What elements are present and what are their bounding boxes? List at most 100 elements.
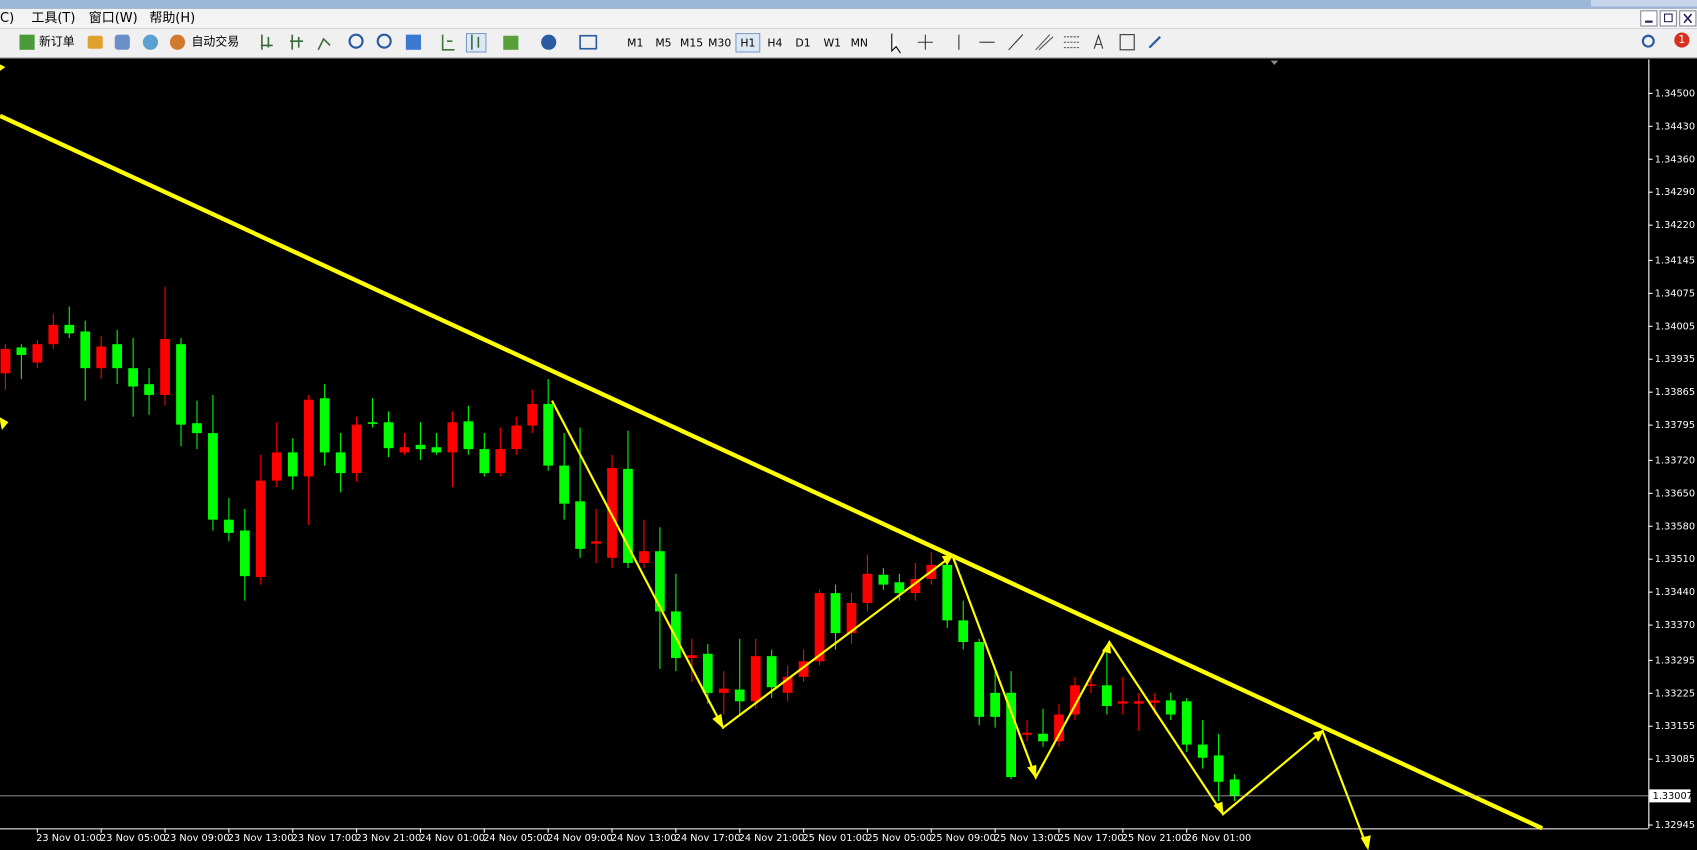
arrow-marker xyxy=(0,417,9,431)
templates-button[interactable] xyxy=(579,34,598,50)
menu-item[interactable]: 窗口(W) xyxy=(89,10,138,26)
auto-trading-icon[interactable] xyxy=(169,34,186,50)
candle-body xyxy=(671,611,681,659)
fibo-button[interactable] xyxy=(1063,36,1080,49)
crosshair-button[interactable] xyxy=(917,34,933,50)
menu-item[interactable]: C) xyxy=(0,11,14,26)
menu-item[interactable]: 工具(T) xyxy=(31,11,75,26)
y-tick-label: 1.33935 xyxy=(1655,354,1695,365)
x-tick-label: 25 Nov 05:00 xyxy=(866,833,932,844)
y-tick-label: 1.33865 xyxy=(1655,387,1695,398)
zoom-in-button[interactable] xyxy=(348,33,364,49)
candle-body xyxy=(782,676,793,693)
candle-body xyxy=(319,398,330,453)
chart-type-icons xyxy=(260,34,331,51)
restore-button[interactable] xyxy=(1659,10,1677,27)
candle-body xyxy=(303,399,314,477)
label-button[interactable] xyxy=(1119,34,1135,51)
text-button[interactable] xyxy=(1093,34,1104,49)
candle-body xyxy=(607,467,617,558)
candle-body xyxy=(16,347,27,355)
candle-body xyxy=(1117,701,1128,704)
search-button[interactable] xyxy=(1641,34,1655,48)
candle-body xyxy=(1149,700,1160,703)
indicators-button[interactable] xyxy=(503,35,519,50)
channel-button[interactable] xyxy=(1035,34,1054,51)
candle-chart-icon[interactable] xyxy=(290,34,304,50)
y-tick-label: 1.34430 xyxy=(1655,121,1695,132)
auto-trading-button[interactable]: 自动交易 xyxy=(192,35,240,49)
candle-body xyxy=(1133,701,1144,704)
icon xyxy=(1683,13,1693,24)
arrow-marker xyxy=(0,64,6,72)
arrow-head xyxy=(1360,835,1371,850)
candle-body xyxy=(383,422,394,449)
candle-body xyxy=(990,692,1001,717)
menu-bar xyxy=(0,8,1697,29)
timeframe-button[interactable]: M5 xyxy=(655,36,671,49)
candle-body xyxy=(559,465,570,504)
timeframe-button[interactable]: M30 xyxy=(708,36,731,49)
candle-body xyxy=(208,433,218,520)
timeframe-button[interactable]: M15 xyxy=(680,36,703,49)
candle-body xyxy=(623,468,633,563)
line-chart-icon[interactable] xyxy=(317,37,331,51)
candle-body xyxy=(942,564,953,621)
y-tick-label: 1.33795 xyxy=(1655,420,1695,431)
timeframe-button[interactable]: MN xyxy=(851,36,868,49)
autoscroll-button[interactable] xyxy=(441,34,455,51)
candle-body xyxy=(1006,692,1016,778)
y-tick-label: 1.34500 xyxy=(1655,88,1695,99)
y-tick-label: 1.33720 xyxy=(1655,455,1695,466)
y-tick-label: 1.34360 xyxy=(1655,154,1695,165)
tile-button[interactable] xyxy=(405,34,422,50)
zoom-out-button[interactable] xyxy=(376,33,392,49)
y-tick-label: 1.32945 xyxy=(1655,820,1695,831)
candle-body xyxy=(48,324,59,345)
trendline-button[interactable] xyxy=(1008,34,1024,51)
shift-button[interactable] xyxy=(465,33,487,53)
candle-body xyxy=(128,368,138,387)
y-tick-label: 1.33650 xyxy=(1655,488,1695,499)
candle-body xyxy=(1022,732,1032,735)
candle-body xyxy=(575,501,585,549)
x-tick-label: 23 Nov 21:00 xyxy=(356,833,422,844)
bar-chart-icon[interactable] xyxy=(260,34,273,50)
arrow-head xyxy=(1313,730,1324,742)
candle-body xyxy=(1102,685,1112,707)
timeframe-button[interactable]: H4 xyxy=(767,36,782,49)
toolbar-icon[interactable] xyxy=(87,35,103,49)
candle-body xyxy=(431,447,442,453)
y-tick-label: 1.34005 xyxy=(1655,321,1695,332)
candle-body xyxy=(655,551,665,612)
menu-item[interactable]: 帮助(H) xyxy=(149,11,195,26)
new-order-button[interactable]: 新订单 xyxy=(39,35,75,49)
x-tick-label: 24 Nov 21:00 xyxy=(739,833,805,844)
cursor-button[interactable] xyxy=(891,33,901,54)
candle-body xyxy=(80,331,91,369)
new-order-icon[interactable] xyxy=(19,34,35,50)
arrows-button[interactable] xyxy=(1148,36,1161,49)
candle-body xyxy=(64,324,75,334)
timeframe-button[interactable]: H1 xyxy=(740,36,755,49)
timeframe-button[interactable]: M1 xyxy=(627,36,643,49)
candle-body xyxy=(463,421,474,450)
periods-button[interactable] xyxy=(541,34,557,50)
y-tick-label: 1.34075 xyxy=(1655,288,1695,299)
x-tick-label: 24 Nov 17:00 xyxy=(675,833,741,844)
y-tick-label: 1.33370 xyxy=(1655,620,1695,631)
candle-body xyxy=(527,403,538,426)
timeframe-button[interactable]: W1 xyxy=(823,36,841,49)
notification-badge[interactable] xyxy=(1674,32,1690,48)
timeframe-button[interactable]: D1 xyxy=(795,36,810,49)
minimize-button[interactable] xyxy=(1640,10,1658,27)
arrow-head xyxy=(941,554,954,566)
candle-body xyxy=(766,656,777,688)
candle-body xyxy=(367,422,378,424)
candle-body xyxy=(1165,700,1176,715)
toolbar-icon[interactable] xyxy=(114,34,130,50)
candle-body xyxy=(639,551,649,563)
toolbar-icon[interactable] xyxy=(142,34,159,50)
candle-body xyxy=(878,574,889,585)
